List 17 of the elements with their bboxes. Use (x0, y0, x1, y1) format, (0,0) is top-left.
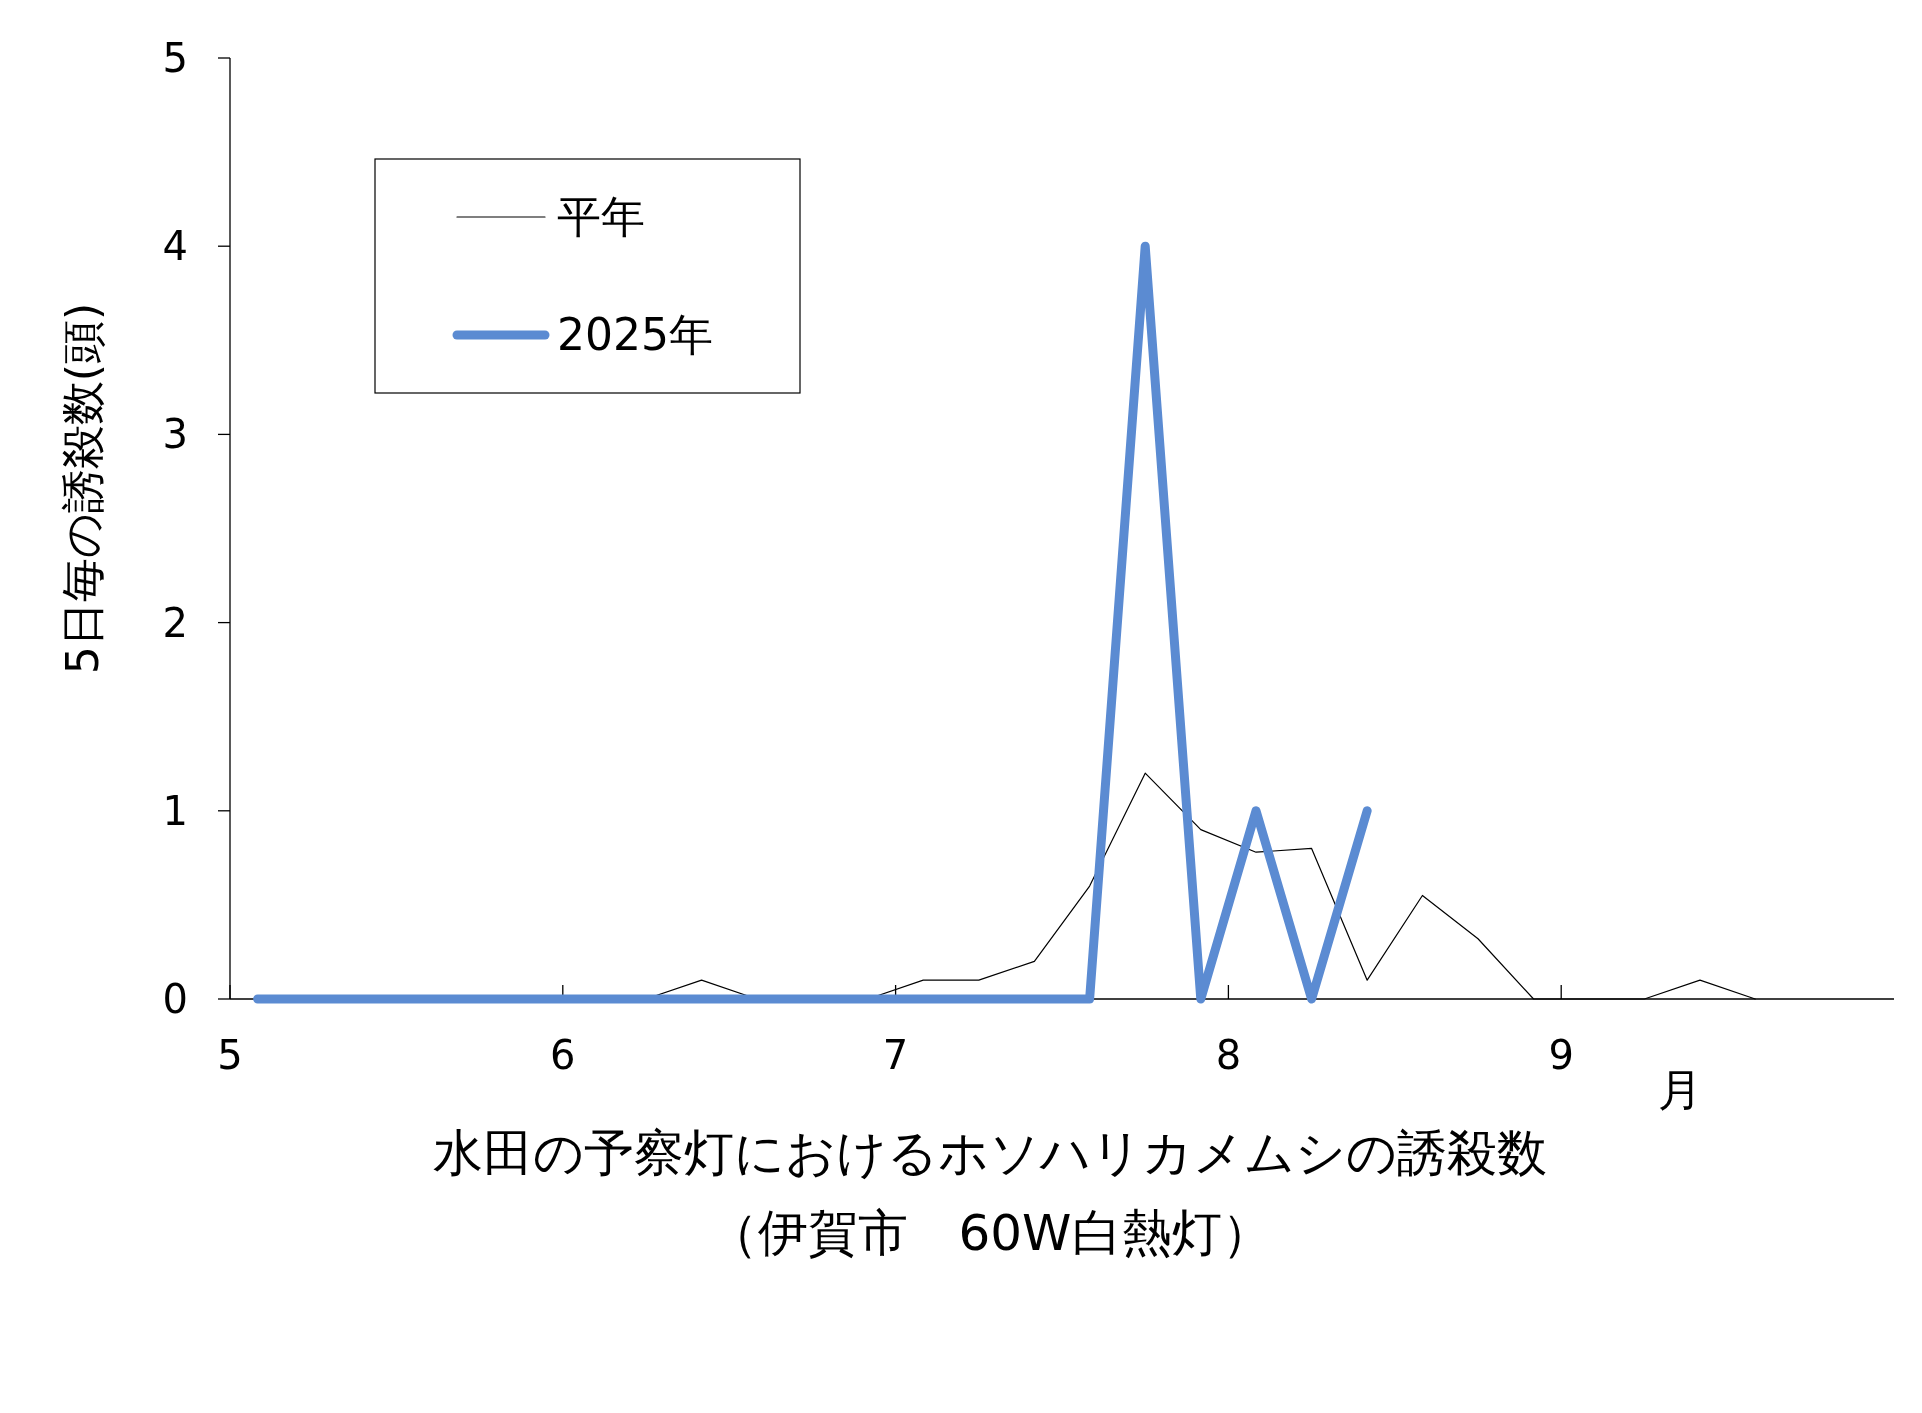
x-tick-label: 5 (217, 1032, 243, 1078)
y-tick-label: 4 (162, 223, 188, 270)
legend-label: 2025年 (557, 309, 713, 360)
y-tick-label: 3 (162, 411, 188, 458)
x-tick-label: 9 (1548, 1032, 1574, 1078)
y-axis-title: 5日毎の誘殺数(頭) (57, 302, 108, 675)
y-tick-label: 1 (162, 787, 188, 834)
legend-label: 平年 (557, 191, 645, 242)
y-tick-label: 0 (162, 976, 188, 1022)
x-tick-label: 8 (1215, 1032, 1242, 1078)
x-tick-label: 7 (882, 1032, 909, 1078)
y-tick-label: 5 (162, 35, 188, 81)
x-tick-label: 6 (550, 1032, 576, 1078)
y-tick-label: 2 (162, 599, 188, 646)
x-axis-title: 月 (1658, 1064, 1702, 1115)
text: （伊賀市 60W白熱灯） (708, 1204, 1272, 1262)
text: 水田の予察灯におけるホソハリカメムシの誘殺数 (433, 1124, 1547, 1182)
